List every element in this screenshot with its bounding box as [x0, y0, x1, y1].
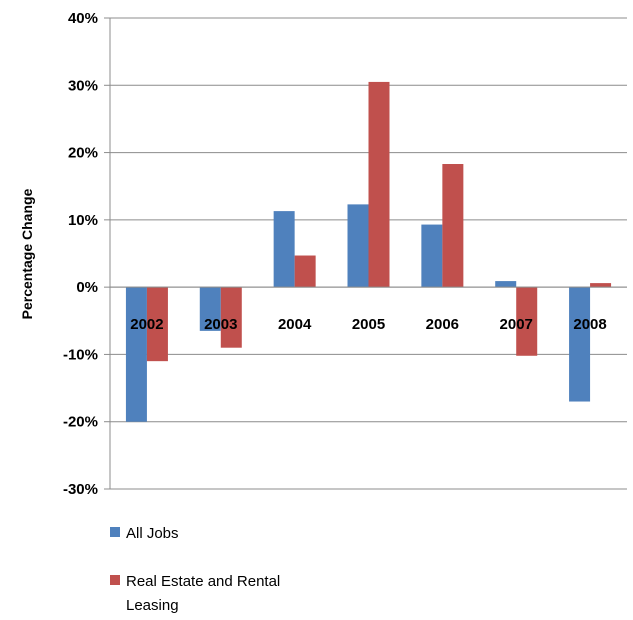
- category-labels: 2002 2003 2004 2005 2006 2007 2008: [130, 316, 607, 333]
- bar-all-jobs-2003: [199, 287, 221, 331]
- legend-label-line2: Leasing: [126, 597, 179, 614]
- legend-swatch: [110, 527, 120, 537]
- bar-real-estate-2002: [146, 287, 168, 362]
- category-label: 2004: [278, 316, 312, 333]
- legend-label: Real Estate and Rental: [126, 573, 280, 590]
- bar-all-jobs-2002: [125, 287, 147, 422]
- bar-real-estate-2004: [294, 255, 316, 288]
- bar-all-jobs-2006: [421, 224, 443, 288]
- y-tick-label: -20%: [63, 414, 98, 431]
- bar-real-estate-2005: [368, 81, 390, 288]
- legend-swatch: [110, 575, 120, 585]
- bar-all-jobs-2007: [495, 281, 517, 288]
- y-tick-label: -10%: [63, 346, 98, 363]
- category-label: 2003: [204, 316, 237, 333]
- y-tick-label: -30%: [63, 481, 98, 498]
- y-tick-label: 30%: [68, 77, 98, 94]
- bar-all-jobs-2004: [273, 211, 295, 288]
- category-label: 2008: [573, 316, 606, 333]
- y-tick-label: 10%: [68, 212, 98, 229]
- bars: [125, 81, 612, 422]
- bar-all-jobs-2008: [569, 287, 591, 402]
- legend-label: All Jobs: [126, 525, 179, 542]
- category-label: 2006: [426, 316, 459, 333]
- bar-real-estate-2007: [516, 287, 538, 356]
- bar-real-estate-2008: [590, 283, 612, 288]
- y-axis-label: Percentage Change: [19, 188, 35, 319]
- category-label: 2005: [352, 316, 385, 333]
- y-tick-labels: 40% 30% 20% 10% 0% -10% -20% -30%: [63, 10, 98, 498]
- legend: All Jobs Real Estate and Rental Leasing: [110, 525, 280, 614]
- y-tick-label: 20%: [68, 145, 98, 162]
- bar-real-estate-2006: [442, 164, 464, 288]
- category-label: 2007: [500, 316, 533, 333]
- axes: [104, 17, 627, 490]
- bar-all-jobs-2005: [347, 204, 369, 288]
- bar-real-estate-2003: [220, 287, 242, 348]
- category-label: 2002: [130, 316, 163, 333]
- y-tick-label: 40%: [68, 10, 98, 27]
- y-tick-label: 0%: [76, 279, 98, 296]
